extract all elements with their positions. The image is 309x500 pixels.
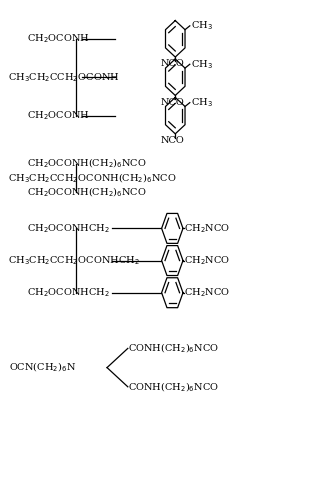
Text: CH$_2$OCONH(CH$_2$)$_6$NCO: CH$_2$OCONH(CH$_2$)$_6$NCO	[27, 186, 146, 199]
Text: CH$_2$OCONH: CH$_2$OCONH	[27, 32, 90, 45]
Text: CONH(CH$_2$)$_6$NCO: CONH(CH$_2$)$_6$NCO	[129, 342, 219, 355]
Text: CH$_3$CH$_2$CCH$_2$OCONH: CH$_3$CH$_2$CCH$_2$OCONH	[8, 71, 119, 84]
Text: CH$_2$OCONH: CH$_2$OCONH	[27, 109, 90, 122]
Text: NCO: NCO	[160, 98, 184, 106]
Text: CH$_3$: CH$_3$	[191, 96, 213, 109]
Text: CH$_2$OCONHCH$_2$: CH$_2$OCONHCH$_2$	[27, 222, 110, 235]
Text: CH$_2$OCONH(CH$_2$)$_6$NCO: CH$_2$OCONH(CH$_2$)$_6$NCO	[27, 157, 146, 170]
Text: CH$_2$NCO: CH$_2$NCO	[184, 254, 230, 267]
Text: CH$_3$: CH$_3$	[191, 20, 213, 32]
Text: NCO: NCO	[160, 136, 184, 145]
Text: NCO: NCO	[160, 60, 184, 68]
Text: CH$_3$CH$_2$CCH$_2$OCONHCH$_2$: CH$_3$CH$_2$CCH$_2$OCONHCH$_2$	[8, 254, 139, 267]
Text: CH$_2$OCONHCH$_2$: CH$_2$OCONHCH$_2$	[27, 286, 110, 299]
Text: CH$_2$NCO: CH$_2$NCO	[184, 222, 230, 235]
Text: CONH(CH$_2$)$_6$NCO: CONH(CH$_2$)$_6$NCO	[129, 380, 219, 394]
Text: OCN(CH$_2$)$_6$N: OCN(CH$_2$)$_6$N	[9, 361, 76, 374]
Text: CH$_3$: CH$_3$	[191, 58, 213, 70]
Text: CH$_2$NCO: CH$_2$NCO	[184, 286, 230, 299]
Text: CH$_3$CH$_2$CCH$_2$OCONH(CH$_2$)$_6$NCO: CH$_3$CH$_2$CCH$_2$OCONH(CH$_2$)$_6$NCO	[8, 171, 176, 185]
